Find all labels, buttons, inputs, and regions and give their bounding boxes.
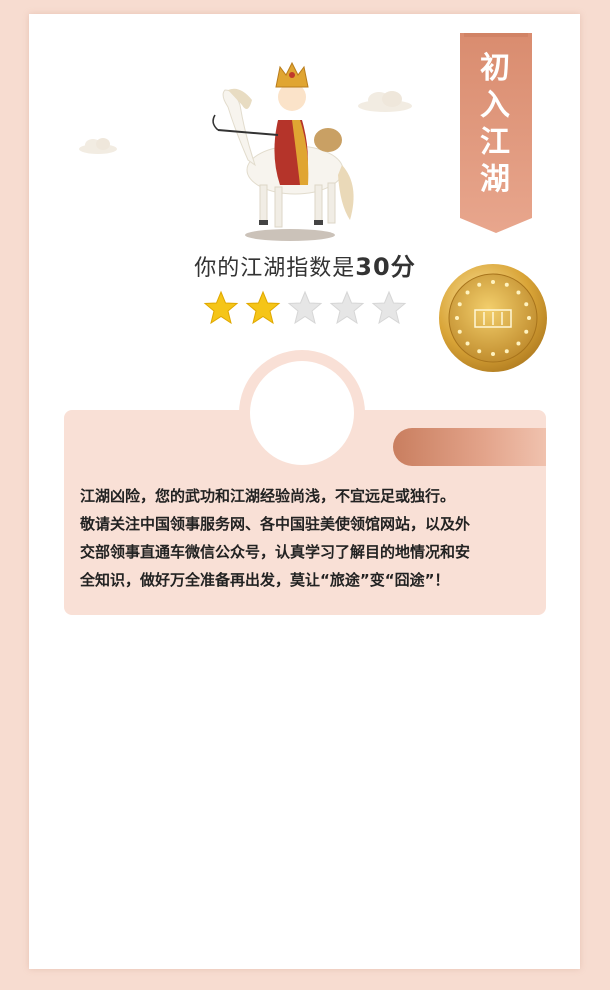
message-text: 江湖凶险，您的武功和江湖经验尚浅，不宜远足或独行。 敬请关注中国领事服务网、各中… [80, 482, 540, 594]
panel-badge [250, 361, 354, 465]
star-filled-icon [203, 290, 239, 325]
banner-title: 初入江湖 [480, 51, 512, 197]
medal-icon [439, 264, 547, 372]
message-line: 敬请关注中国领事服务网、各中国驻美使领馆网站，以及外 [80, 515, 471, 533]
panel-tab [393, 428, 546, 466]
cloud-icon [358, 91, 412, 112]
rating-stars [203, 290, 407, 330]
cloud-icon [79, 138, 117, 154]
message-line: 全知识，做好万全准备再出发，莫让“旅途”变“囧途”！ [80, 571, 450, 589]
star-empty-icon [329, 290, 365, 325]
score-prefix: 你的江湖指数是 [194, 256, 356, 281]
star-empty-icon [371, 290, 407, 325]
message-line: 江湖凶险，您的武功和江湖经验尚浅，不宜远足或独行。 [80, 487, 456, 505]
star-filled-icon [245, 290, 281, 325]
star-empty-icon [287, 290, 323, 325]
title-banner [460, 33, 532, 233]
score-value: 30分 [355, 253, 416, 281]
monk-on-horse-icon [212, 61, 354, 241]
score-line: 你的江湖指数是30分 [0, 247, 610, 282]
message-line: 交部领事直通车微信公众号，认真学习了解目的地情况和安 [80, 543, 471, 561]
